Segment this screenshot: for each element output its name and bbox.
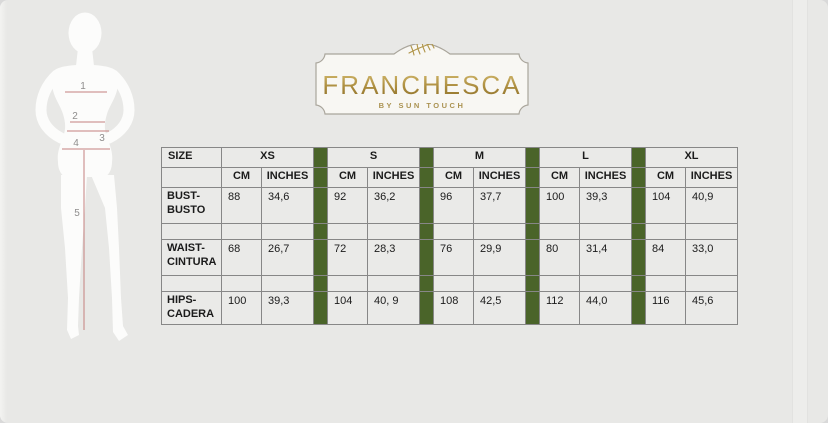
size-header-l: L [539, 147, 632, 168]
green-separator [419, 167, 434, 188]
row-label-hips: HIPS-CADERA [161, 291, 222, 325]
waist-l-cm: 80 [539, 239, 580, 276]
size-header-m: M [433, 147, 526, 168]
hips-s-in: 40, 9 [367, 291, 420, 325]
unit-cm: CM [645, 167, 686, 188]
row-label-waist: WAIST-CINTURA [161, 239, 222, 276]
plaque-frame [315, 44, 529, 115]
bust-row: BUST-BUSTO 88 34,6 92 36,2 96 37,7 100 3… [161, 187, 738, 224]
waist-m-cm: 76 [433, 239, 474, 276]
waist-s-cm: 72 [327, 239, 368, 276]
waist-xl-cm: 84 [645, 239, 686, 276]
unit-cm: CM [433, 167, 474, 188]
size-header-row: SIZE XS S M L XL [161, 147, 738, 168]
unit-inches: INCHES [261, 167, 314, 188]
waist-row: WAIST-CINTURA 68 26,7 72 28,3 76 29,9 80… [161, 239, 738, 276]
green-separator [313, 239, 328, 276]
bust-s-in: 36,2 [367, 187, 420, 224]
green-separator [525, 187, 540, 224]
unit-header-row: CM INCHES CM INCHES CM INCHES CM INCHES … [161, 167, 738, 188]
green-separator [525, 147, 540, 168]
hips-s-cm: 104 [327, 291, 368, 325]
marker-4: 4 [73, 138, 79, 149]
hips-m-in: 42,5 [473, 291, 526, 325]
green-separator [631, 291, 646, 325]
measurement-figure: 1 2 3 4 5 [15, 8, 165, 356]
right-scroll-gutter [792, 0, 808, 423]
waist-xs-in: 26,7 [261, 239, 314, 276]
hips-row: HIPS-CADERA 100 39,3 104 40, 9 108 42,5 … [161, 291, 738, 325]
green-separator [313, 291, 328, 325]
spacer-row [161, 275, 738, 292]
left-edge-highlight [0, 0, 7, 423]
bust-l-cm: 100 [539, 187, 580, 224]
waist-l-in: 31,4 [579, 239, 632, 276]
hips-l-in: 44,0 [579, 291, 632, 325]
fern-leaf-icon [408, 44, 435, 56]
unit-cm: CM [539, 167, 580, 188]
size-chart-table: SIZE XS S M L XL CM INCHES CM INCHES CM … [161, 147, 738, 325]
hips-xs-cm: 100 [221, 291, 262, 325]
size-header-xl: XL [645, 147, 738, 168]
green-separator [313, 147, 328, 168]
waist-m-in: 29,9 [473, 239, 526, 276]
green-separator [525, 239, 540, 276]
green-separator [525, 167, 540, 188]
marker-5: 5 [74, 208, 80, 219]
unit-inches: INCHES [473, 167, 526, 188]
bust-s-cm: 92 [327, 187, 368, 224]
bust-l-in: 39,3 [579, 187, 632, 224]
green-separator [631, 187, 646, 224]
bust-xl-in: 40,9 [685, 187, 738, 224]
green-separator [419, 187, 434, 224]
bust-xs-in: 34,6 [261, 187, 314, 224]
green-separator [525, 291, 540, 325]
marker-3: 3 [99, 133, 105, 144]
brand-name: FRANCHESCA [308, 70, 536, 101]
unit-cm: CM [221, 167, 262, 188]
green-separator [631, 167, 646, 188]
bust-m-cm: 96 [433, 187, 474, 224]
unit-cm: CM [327, 167, 368, 188]
female-silhouette-icon: 1 2 3 4 5 [35, 12, 135, 341]
marker-1: 1 [80, 81, 86, 92]
size-header-xs: XS [221, 147, 314, 168]
green-separator [631, 147, 646, 168]
bust-m-in: 37,7 [473, 187, 526, 224]
unit-inches: INCHES [685, 167, 738, 188]
bust-xl-cm: 104 [645, 187, 686, 224]
size-corner-label: SIZE [161, 147, 222, 168]
hips-l-cm: 112 [539, 291, 580, 325]
spacer-row [161, 223, 738, 240]
green-separator [313, 187, 328, 224]
hips-xl-cm: 116 [645, 291, 686, 325]
marker-2: 2 [72, 111, 78, 122]
brand-tagline: BY SUN TOUCH [378, 101, 466, 110]
empty-corner [161, 167, 222, 188]
size-header-s: S [327, 147, 420, 168]
green-separator [419, 291, 434, 325]
bust-xs-cm: 88 [221, 187, 262, 224]
waist-xs-cm: 68 [221, 239, 262, 276]
unit-inches: INCHES [579, 167, 632, 188]
green-separator [419, 239, 434, 276]
brand-logo-plaque: FRANCHESCA BY SUN TOUCH [308, 44, 536, 120]
green-separator [419, 147, 434, 168]
hips-m-cm: 108 [433, 291, 474, 325]
green-separator [313, 167, 328, 188]
waist-xl-in: 33,0 [685, 239, 738, 276]
green-separator [631, 239, 646, 276]
row-label-bust: BUST-BUSTO [161, 187, 222, 224]
hips-xs-in: 39,3 [261, 291, 314, 325]
unit-inches: INCHES [367, 167, 420, 188]
hips-xl-in: 45,6 [685, 291, 738, 325]
waist-s-in: 28,3 [367, 239, 420, 276]
